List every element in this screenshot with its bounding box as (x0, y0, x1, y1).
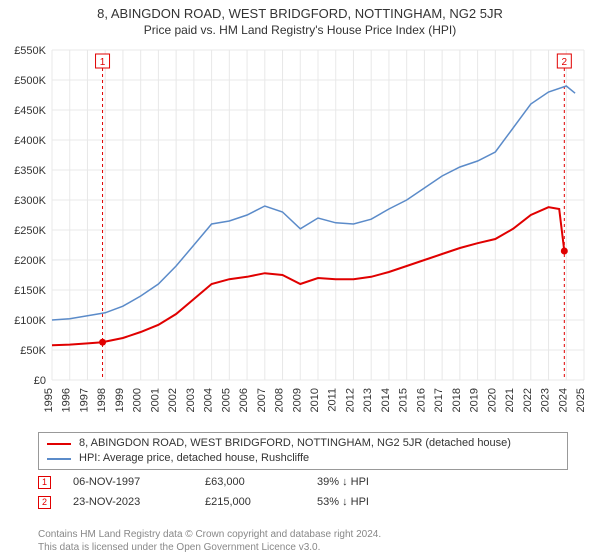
svg-text:2001: 2001 (149, 388, 161, 412)
svg-text:£0: £0 (34, 375, 46, 387)
event-table: 1 06-NOV-1997 £63,000 39% ↓ HPI 2 23-NOV-2023… (38, 472, 437, 512)
svg-text:£500K: £500K (14, 75, 46, 87)
svg-text:2009: 2009 (291, 388, 303, 412)
svg-text:2014: 2014 (380, 388, 392, 412)
event-price: £63,000 (205, 476, 295, 488)
svg-text:1997: 1997 (78, 388, 90, 412)
event-price: £215,000 (205, 496, 295, 508)
chart-container: 8, ABINGDON ROAD, WEST BRIDGFORD, NOTTIN… (0, 0, 600, 560)
svg-text:2016: 2016 (415, 388, 427, 412)
legend-row: HPI: Average price, detached house, Rush… (47, 451, 559, 466)
svg-text:1996: 1996 (61, 388, 73, 412)
legend-swatch (47, 458, 71, 460)
svg-text:2019: 2019 (469, 388, 481, 412)
chart-subtitle: Price paid vs. HM Land Registry's House … (0, 21, 600, 37)
svg-text:£50K: £50K (20, 345, 46, 357)
svg-text:2008: 2008 (274, 388, 286, 412)
chart-area: £0 £50K £100K £150K £200K £250K £300K £350K £400… (0, 42, 600, 422)
svg-text:1998: 1998 (96, 388, 108, 412)
svg-text:£150K: £150K (14, 285, 46, 297)
event-marker-icon: 2 (38, 496, 51, 509)
svg-text:2006: 2006 (238, 388, 250, 412)
event-pct: 53% ↓ HPI (317, 496, 437, 508)
svg-text:£400K: £400K (14, 135, 46, 147)
legend-row: 8, ABINGDON ROAD, WEST BRIDGFORD, NOTTIN… (47, 436, 559, 451)
svg-text:2020: 2020 (486, 388, 498, 412)
legend-label: 8, ABINGDON ROAD, WEST BRIDGFORD, NOTTIN… (79, 436, 511, 451)
svg-text:£100K: £100K (14, 315, 46, 327)
svg-text:2003: 2003 (185, 388, 197, 412)
svg-text:£450K: £450K (14, 105, 46, 117)
svg-text:2002: 2002 (167, 388, 179, 412)
svg-text:2007: 2007 (256, 388, 268, 412)
line-chart: £0 £50K £100K £150K £200K £250K £300K £350K £400… (0, 42, 600, 422)
event-marker-icon: 1 (38, 476, 51, 489)
svg-text:£300K: £300K (14, 195, 46, 207)
svg-text:1995: 1995 (43, 388, 55, 412)
event-date: 06-NOV-1997 (73, 476, 183, 488)
svg-text:£250K: £250K (14, 225, 46, 237)
svg-text:2025: 2025 (575, 388, 587, 412)
svg-text:£200K: £200K (14, 255, 46, 267)
legend: 8, ABINGDON ROAD, WEST BRIDGFORD, NOTTIN… (38, 432, 568, 470)
svg-text:2023: 2023 (540, 388, 552, 412)
svg-text:2011: 2011 (327, 388, 339, 412)
event-date: 23-NOV-2023 (73, 496, 183, 508)
event-row: 2 23-NOV-2023 £215,000 53% ↓ HPI (38, 492, 437, 512)
svg-text:1999: 1999 (114, 388, 126, 412)
svg-text:£350K: £350K (14, 165, 46, 177)
svg-text:2004: 2004 (203, 388, 215, 412)
event-pct: 39% ↓ HPI (317, 476, 437, 488)
footnote-line: This data is licensed under the Open Gov… (38, 541, 381, 554)
svg-text:1: 1 (100, 57, 106, 68)
footnote: Contains HM Land Registry data © Crown c… (38, 528, 381, 554)
svg-text:2018: 2018 (451, 388, 463, 412)
svg-text:2: 2 (562, 57, 568, 68)
svg-text:2021: 2021 (504, 388, 516, 412)
legend-label: HPI: Average price, detached house, Rush… (79, 451, 309, 466)
svg-text:2005: 2005 (220, 388, 232, 412)
event-row: 1 06-NOV-1997 £63,000 39% ↓ HPI (38, 472, 437, 492)
legend-swatch (47, 443, 71, 445)
chart-title: 8, ABINGDON ROAD, WEST BRIDGFORD, NOTTIN… (0, 0, 600, 21)
svg-text:2017: 2017 (433, 388, 445, 412)
svg-text:2010: 2010 (309, 388, 321, 412)
footnote-line: Contains HM Land Registry data © Crown c… (38, 528, 381, 541)
svg-text:2012: 2012 (344, 388, 356, 412)
svg-text:2000: 2000 (132, 388, 144, 412)
svg-text:£550K: £550K (14, 45, 46, 57)
svg-text:2013: 2013 (362, 388, 374, 412)
svg-text:2022: 2022 (522, 388, 534, 412)
svg-text:2015: 2015 (398, 388, 410, 412)
svg-text:2024: 2024 (557, 388, 569, 412)
